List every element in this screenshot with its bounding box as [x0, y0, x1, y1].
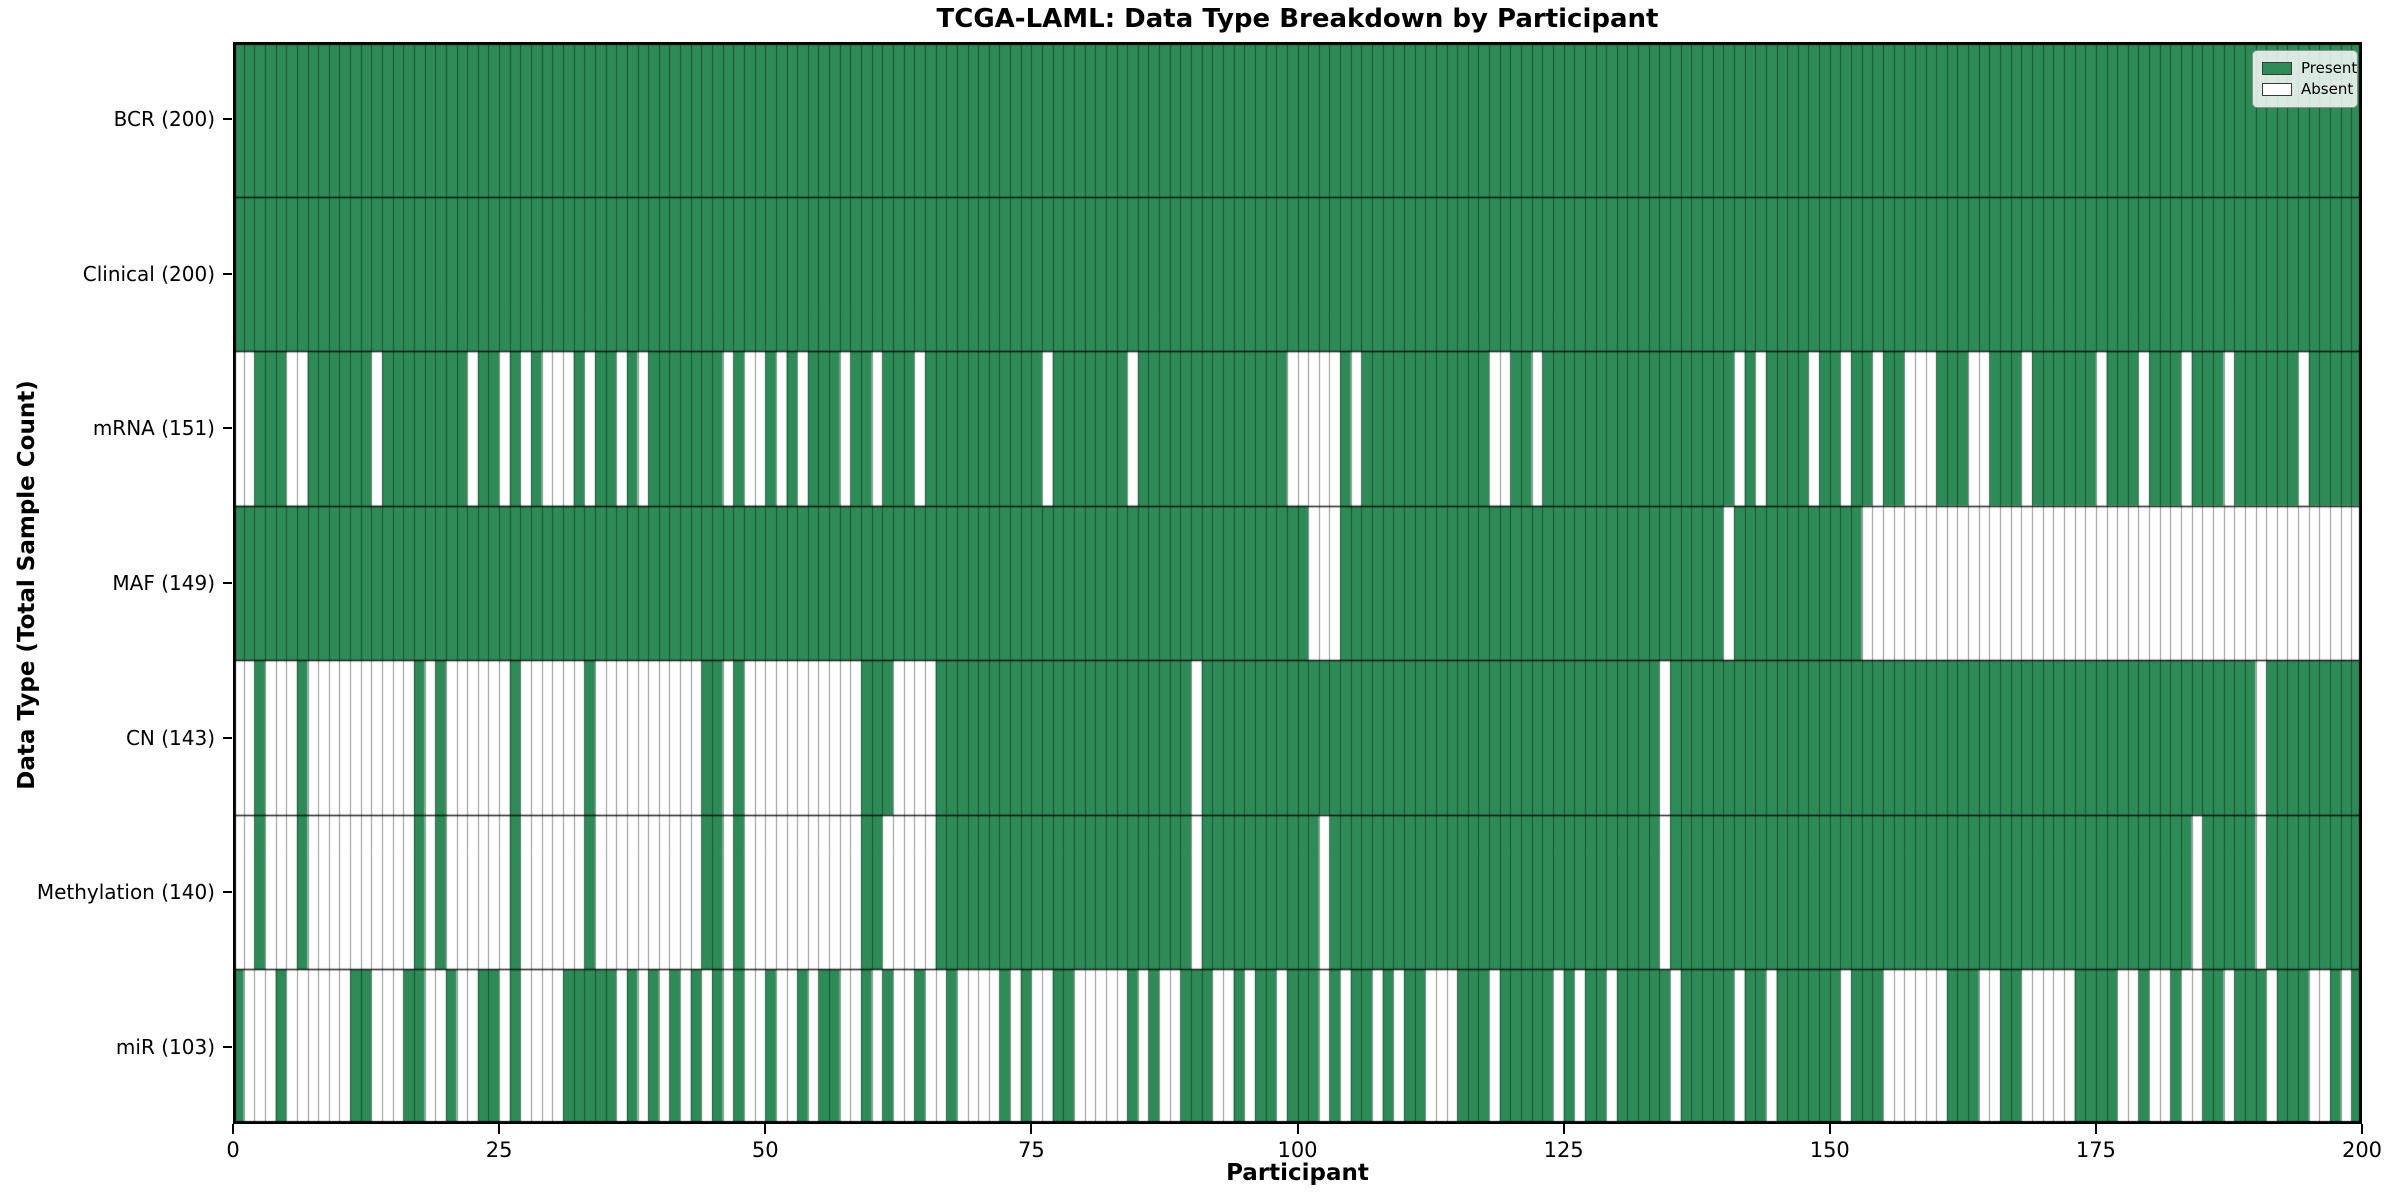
legend-label-present: Present — [2301, 59, 2358, 77]
y-tick-label-Clinical: Clinical (200) — [82, 261, 215, 286]
x-tick-mark — [1562, 1124, 1565, 1134]
legend: Present Absent — [2252, 50, 2358, 108]
x-tick-label-100: 100 — [1277, 1138, 1318, 1162]
y-tick-mark — [223, 736, 232, 739]
y-tick-mark — [223, 1045, 232, 1048]
absent-swatch — [2262, 83, 2292, 96]
x-tick-mark — [1296, 1124, 1299, 1134]
y-tick-mark — [223, 891, 232, 894]
y-tick-mark — [223, 272, 232, 275]
x-tick-label-175: 175 — [2075, 1138, 2116, 1162]
y-tick-label-Methylation: Methylation (140) — [36, 880, 215, 905]
x-tick-label-75: 75 — [1018, 1138, 1045, 1162]
x-tick-mark — [498, 1124, 501, 1134]
legend-label-absent: Absent — [2301, 80, 2354, 98]
y-tick-label-MAF: MAF (149) — [112, 571, 215, 595]
x-tick-mark — [764, 1124, 767, 1134]
x-tick-label-0: 0 — [226, 1138, 240, 1162]
x-axis-label: Participant — [1226, 1160, 1369, 1186]
x-tick-mark — [1030, 1124, 1033, 1134]
y-tick-mark — [223, 118, 232, 121]
chart-title: TCGA-LAML: Data Type Breakdown by Partic… — [936, 4, 1659, 34]
y-tick-mark — [223, 427, 232, 430]
y-tick-label-BCR: BCR (200) — [113, 107, 215, 132]
x-tick-label-150: 150 — [1809, 1138, 1850, 1162]
x-tick-mark — [2094, 1124, 2097, 1134]
plot-area — [233, 42, 2362, 1124]
present-swatch — [2262, 62, 2292, 75]
legend-item-absent: Absent — [2262, 79, 2353, 100]
y-tick-mark — [223, 582, 232, 584]
x-tick-label-50: 50 — [751, 1138, 779, 1162]
x-tick-mark — [232, 1124, 234, 1134]
y-tick-label-miR: miR (103) — [115, 1034, 215, 1059]
x-tick-label-25: 25 — [485, 1138, 513, 1162]
y-tick-label-CN: CN (143) — [125, 725, 215, 750]
y-tick-label-mRNA: mRNA (151) — [92, 416, 215, 441]
x-tick-mark — [2361, 1124, 2363, 1134]
heatmap-canvas — [233, 42, 2362, 1124]
x-tick-mark — [1828, 1124, 1831, 1134]
legend-item-present: Present — [2262, 58, 2357, 79]
x-tick-label-200: 200 — [2341, 1138, 2383, 1162]
x-tick-label-125: 125 — [1543, 1138, 1584, 1162]
